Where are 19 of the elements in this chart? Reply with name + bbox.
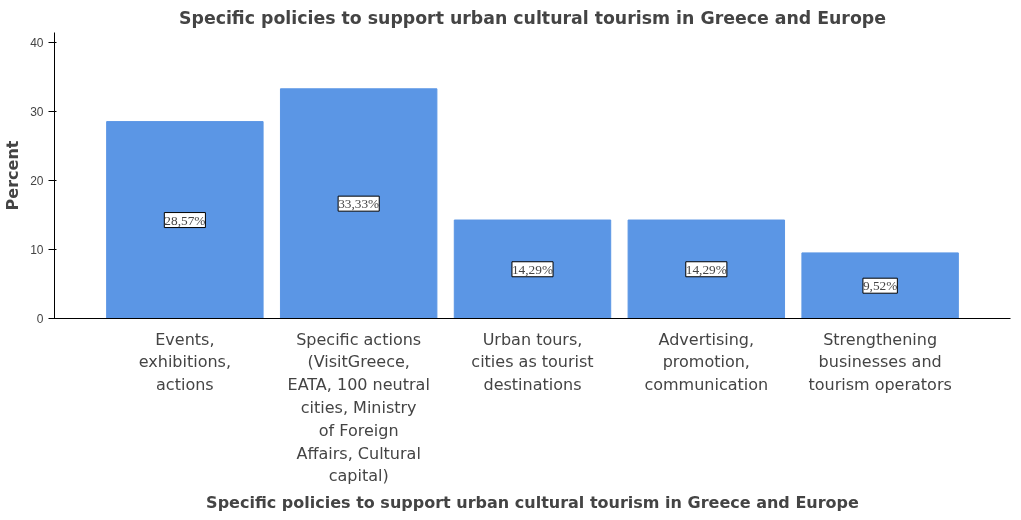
y-tick-label: 0 <box>36 312 44 326</box>
y-tick-label: 20 <box>30 174 44 189</box>
y-tick-label: 30 <box>30 105 44 120</box>
x-tick-label: Strengthening businesses and tourism operators <box>808 329 952 395</box>
bar <box>453 219 612 319</box>
y-tick-label: 40 <box>30 36 44 51</box>
y-tick-label: 10 <box>30 243 44 258</box>
y-axis-title: Percent <box>3 140 23 211</box>
bar <box>279 88 438 319</box>
x-tick-label: Specific actions (VisitGreece, EATA, 100 neutral cities, Ministry of Foreign Affairs, Cultural capital) <box>287 329 430 486</box>
bar <box>801 252 959 319</box>
x-tick-label: Events, exhibitions, actions <box>138 329 232 395</box>
bar <box>627 219 786 319</box>
x-axis-title: Specific policies to support urban cultural tourism in Greece and Europe <box>206 493 860 513</box>
chart-title: Specific policies to support urban cultural tourism in Greece and Europe <box>179 7 886 28</box>
data-label: 33,33% <box>338 196 380 212</box>
bar <box>106 121 264 319</box>
x-tick-label: Advertising, promotion, communication <box>644 329 769 395</box>
x-tick-label: Urban tours, cities as tourist destinations <box>471 329 594 395</box>
